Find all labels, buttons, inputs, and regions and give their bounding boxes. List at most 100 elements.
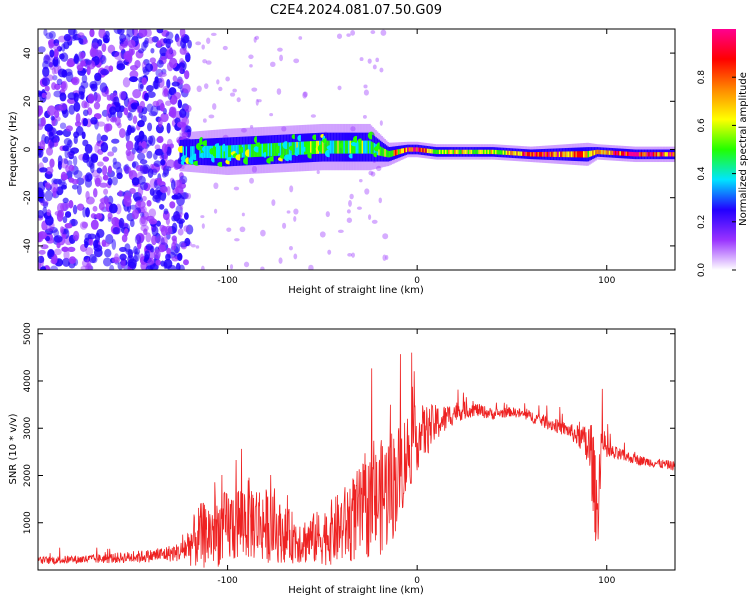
colorbar-tick-label: 0.2 (697, 215, 707, 229)
spectrogram-band-core (381, 147, 383, 157)
spectrogram-noise-cell (85, 190, 90, 200)
spectrogram-band-core (555, 151, 558, 157)
spectrogram-noise-cell (148, 218, 158, 225)
spectrogram-noise-cell (166, 78, 171, 89)
spectrogram-noise-cell (173, 91, 182, 100)
spectrogram-noise-cell (44, 91, 51, 100)
spectrogram-noise-cell (149, 57, 156, 64)
spectrogram-noise-cell (202, 59, 207, 64)
spectrogram-noise-cell (61, 246, 69, 252)
spectrogram-noise-cell (144, 250, 151, 260)
spectrogram-noise-cell (68, 164, 75, 172)
spectrogram-noise-cell (184, 104, 192, 113)
spectrogram-band-core (266, 143, 268, 157)
spectrogram-band-core (546, 151, 549, 157)
spectrogram-band-core (545, 151, 547, 157)
spectrogram-noise-cell (38, 46, 46, 53)
spectrogram-noise-cell (108, 203, 118, 214)
spectrogram-band-core (525, 151, 527, 157)
spectrogram-noise-cell (229, 264, 234, 270)
spectrogram-band-core (543, 151, 546, 157)
spectrogram-noise-cell (49, 49, 55, 58)
spectrogram-noise-cell (73, 155, 78, 166)
spectrogram-band-core (560, 151, 562, 158)
spectrogram-band-core (225, 145, 227, 159)
spectrogram-noise-cell (363, 84, 368, 89)
spectrogram-noise-cell (82, 118, 89, 127)
spectrogram-noise-cell (109, 264, 115, 270)
spectrogram-band-core (354, 140, 356, 154)
spectrogram-noise-cell (145, 63, 154, 72)
spectrogram-band-core (196, 146, 198, 158)
spectrogram-noise-cell (327, 249, 332, 255)
spectrogram-noise-cell (84, 240, 89, 249)
spectrogram-noise-cell (71, 178, 79, 185)
spectrogram-noise-cell (166, 247, 171, 255)
spectrogram-noise-cell (178, 62, 185, 69)
spectrogram-noise-cell (44, 182, 51, 189)
spectrogram-noise-cell (181, 164, 185, 170)
spectrogram-band-core (558, 151, 561, 158)
spectrogram-band-core (607, 150, 609, 155)
spectrogram-band-core (191, 146, 194, 158)
spectrogram-noise-cell (136, 105, 143, 114)
spectrogram-noise-cell (382, 254, 387, 261)
spectrogram-band-core (360, 140, 362, 154)
spectrogram-noise-cell (80, 80, 89, 89)
spectrogram-noise-cell (161, 30, 170, 37)
spectrogram-noise-cell (58, 53, 65, 60)
spectrogram-noise-cell (93, 102, 101, 110)
spectrogram-noise-cell (119, 246, 127, 252)
spectrogram-noise-cell (94, 175, 103, 185)
spectrogram-band-core (645, 152, 647, 157)
spectrogram-noise-cell (50, 115, 55, 121)
spectrogram-band-core (231, 145, 233, 159)
spectrogram-band-core (604, 150, 606, 155)
spectrogram-band-core (346, 140, 349, 154)
spectrogram-noise-cell (59, 226, 65, 234)
spectrogram-noise-cell (251, 165, 258, 173)
spectrogram-noise-cell (71, 76, 80, 86)
spectrogram-band-core (300, 141, 303, 155)
spectrogram-band-core (361, 140, 364, 154)
spectrogram-band-core (385, 149, 388, 158)
spectrogram-noise-cell (103, 188, 109, 195)
spectrogram-noise-cell (310, 114, 317, 118)
spectrogram-noise-cell (153, 248, 161, 260)
spectrogram-noise-cell (229, 92, 236, 97)
spectrogram-band-core (443, 149, 446, 155)
snr-y-tick-label: 2000 (23, 464, 33, 487)
spectrogram-noise-cell (138, 130, 145, 140)
spectrogram-noise-cell (38, 123, 44, 131)
colorbar-tick-label: 0.0 (697, 263, 707, 278)
colorbar-strip (712, 29, 736, 270)
spectrogram-noise-cell (67, 92, 77, 100)
spectrogram-band-core (583, 151, 585, 158)
spectrogram-band-core (352, 140, 355, 154)
spectrogram-band-core (401, 148, 403, 154)
spectrogram-noise-cell (45, 32, 54, 40)
spectrogram-band-core (451, 149, 453, 155)
spectrogram-noise-cell (149, 188, 155, 196)
spectrogram-noise-cell (132, 88, 142, 99)
spectrogram-noise-cell (76, 184, 82, 195)
spectrogram-band-core (464, 149, 467, 155)
spectrogram-band-core (343, 140, 345, 154)
spectrogram-band-core (498, 150, 500, 155)
spectrogram-band-core (313, 141, 315, 155)
spectrogram-noise-cell (94, 143, 100, 154)
spectrogram-noise-cell (46, 147, 54, 156)
spectrogram-band-core (661, 152, 664, 157)
spectrogram-band-core (429, 149, 432, 154)
spectrogram-band-core (532, 152, 535, 157)
spectrogram-band-core (440, 149, 443, 155)
spectrogram-noise-cell (105, 233, 114, 245)
spectrogram-band-core (311, 141, 314, 155)
spectrogram-band-core (531, 152, 534, 157)
spectrogram-noise-cell (111, 138, 120, 144)
snr-plot-area (38, 329, 675, 570)
spectrogram-band-core (335, 140, 338, 154)
colorbar-tick-label: 0.6 (697, 118, 707, 133)
spectrogram-noise-cell (152, 79, 161, 90)
spectrogram-noise-cell (100, 196, 110, 205)
